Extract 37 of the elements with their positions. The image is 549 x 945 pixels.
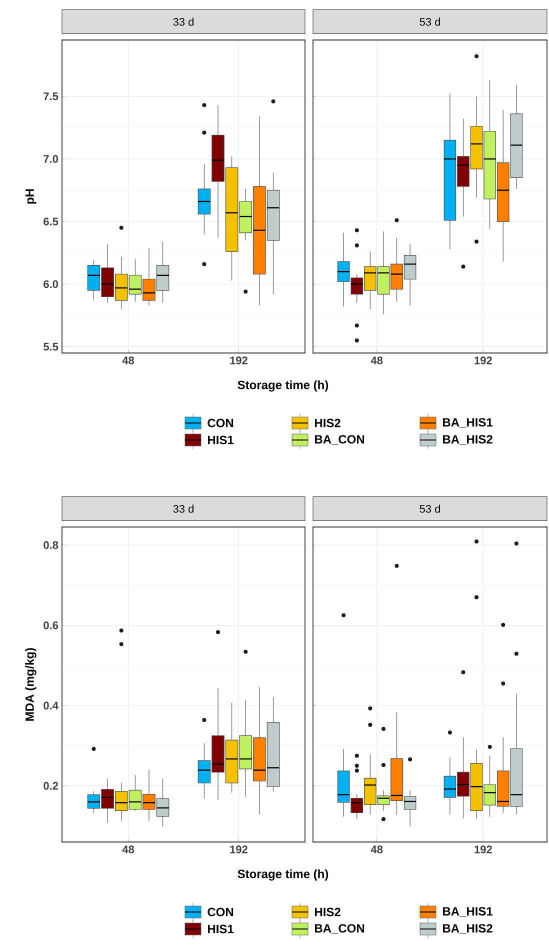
x-tick-label: 48 <box>370 846 383 854</box>
legend-label: HIS1 <box>208 436 234 444</box>
legend-label: HIS2 <box>315 908 340 916</box>
x-tick-label: 192 <box>230 846 248 854</box>
y-axis-title: MDA (mg/kg) <box>25 648 36 721</box>
legend-label: CON <box>208 908 234 916</box>
legend-label: BA_HIS1 <box>443 907 493 917</box>
legend-label: BA_CON <box>315 435 364 445</box>
y-tick-label: 7.5 <box>44 92 58 100</box>
x-tick-label: 192 <box>474 846 492 854</box>
legend-label: BA_HIS2 <box>443 924 492 934</box>
chart-title: 53 d <box>420 504 440 513</box>
chart-title: 53 d <box>420 18 440 26</box>
y-tick-label: 0.2 <box>44 782 58 790</box>
y-tick-label: 0.6 <box>44 621 58 630</box>
legend-label: HIS2 <box>315 418 340 428</box>
legend-label: BA_CON <box>315 924 364 934</box>
legend-label: BA_HIS2 <box>443 435 492 445</box>
chart-title: 33 d <box>173 18 194 26</box>
x-tick-label: 192 <box>230 356 248 364</box>
y-tick-label: 5.5 <box>44 342 58 351</box>
x-tick-label: 48 <box>370 356 383 364</box>
x-axis-title: Storage time (h) <box>238 380 328 392</box>
legend-label: BA_HIS1 <box>443 418 493 428</box>
legend-label: CON <box>208 418 234 428</box>
x-axis-title: Storage time (h) <box>238 869 328 881</box>
chart-title: 33 d <box>173 504 194 513</box>
y-axis-title: pH <box>26 189 36 204</box>
y-tick-label: 6.5 <box>44 218 58 226</box>
x-tick-label: 48 <box>122 356 134 364</box>
x-tick-label: 48 <box>122 846 134 854</box>
y-tick-label: 0.4 <box>44 702 58 710</box>
x-tick-label: 192 <box>474 356 492 364</box>
legend-label: HIS1 <box>208 924 234 934</box>
y-tick-label: 6.0 <box>44 280 58 288</box>
y-tick-label: 7.0 <box>44 155 58 163</box>
y-tick-label: 0.8 <box>44 541 58 549</box>
